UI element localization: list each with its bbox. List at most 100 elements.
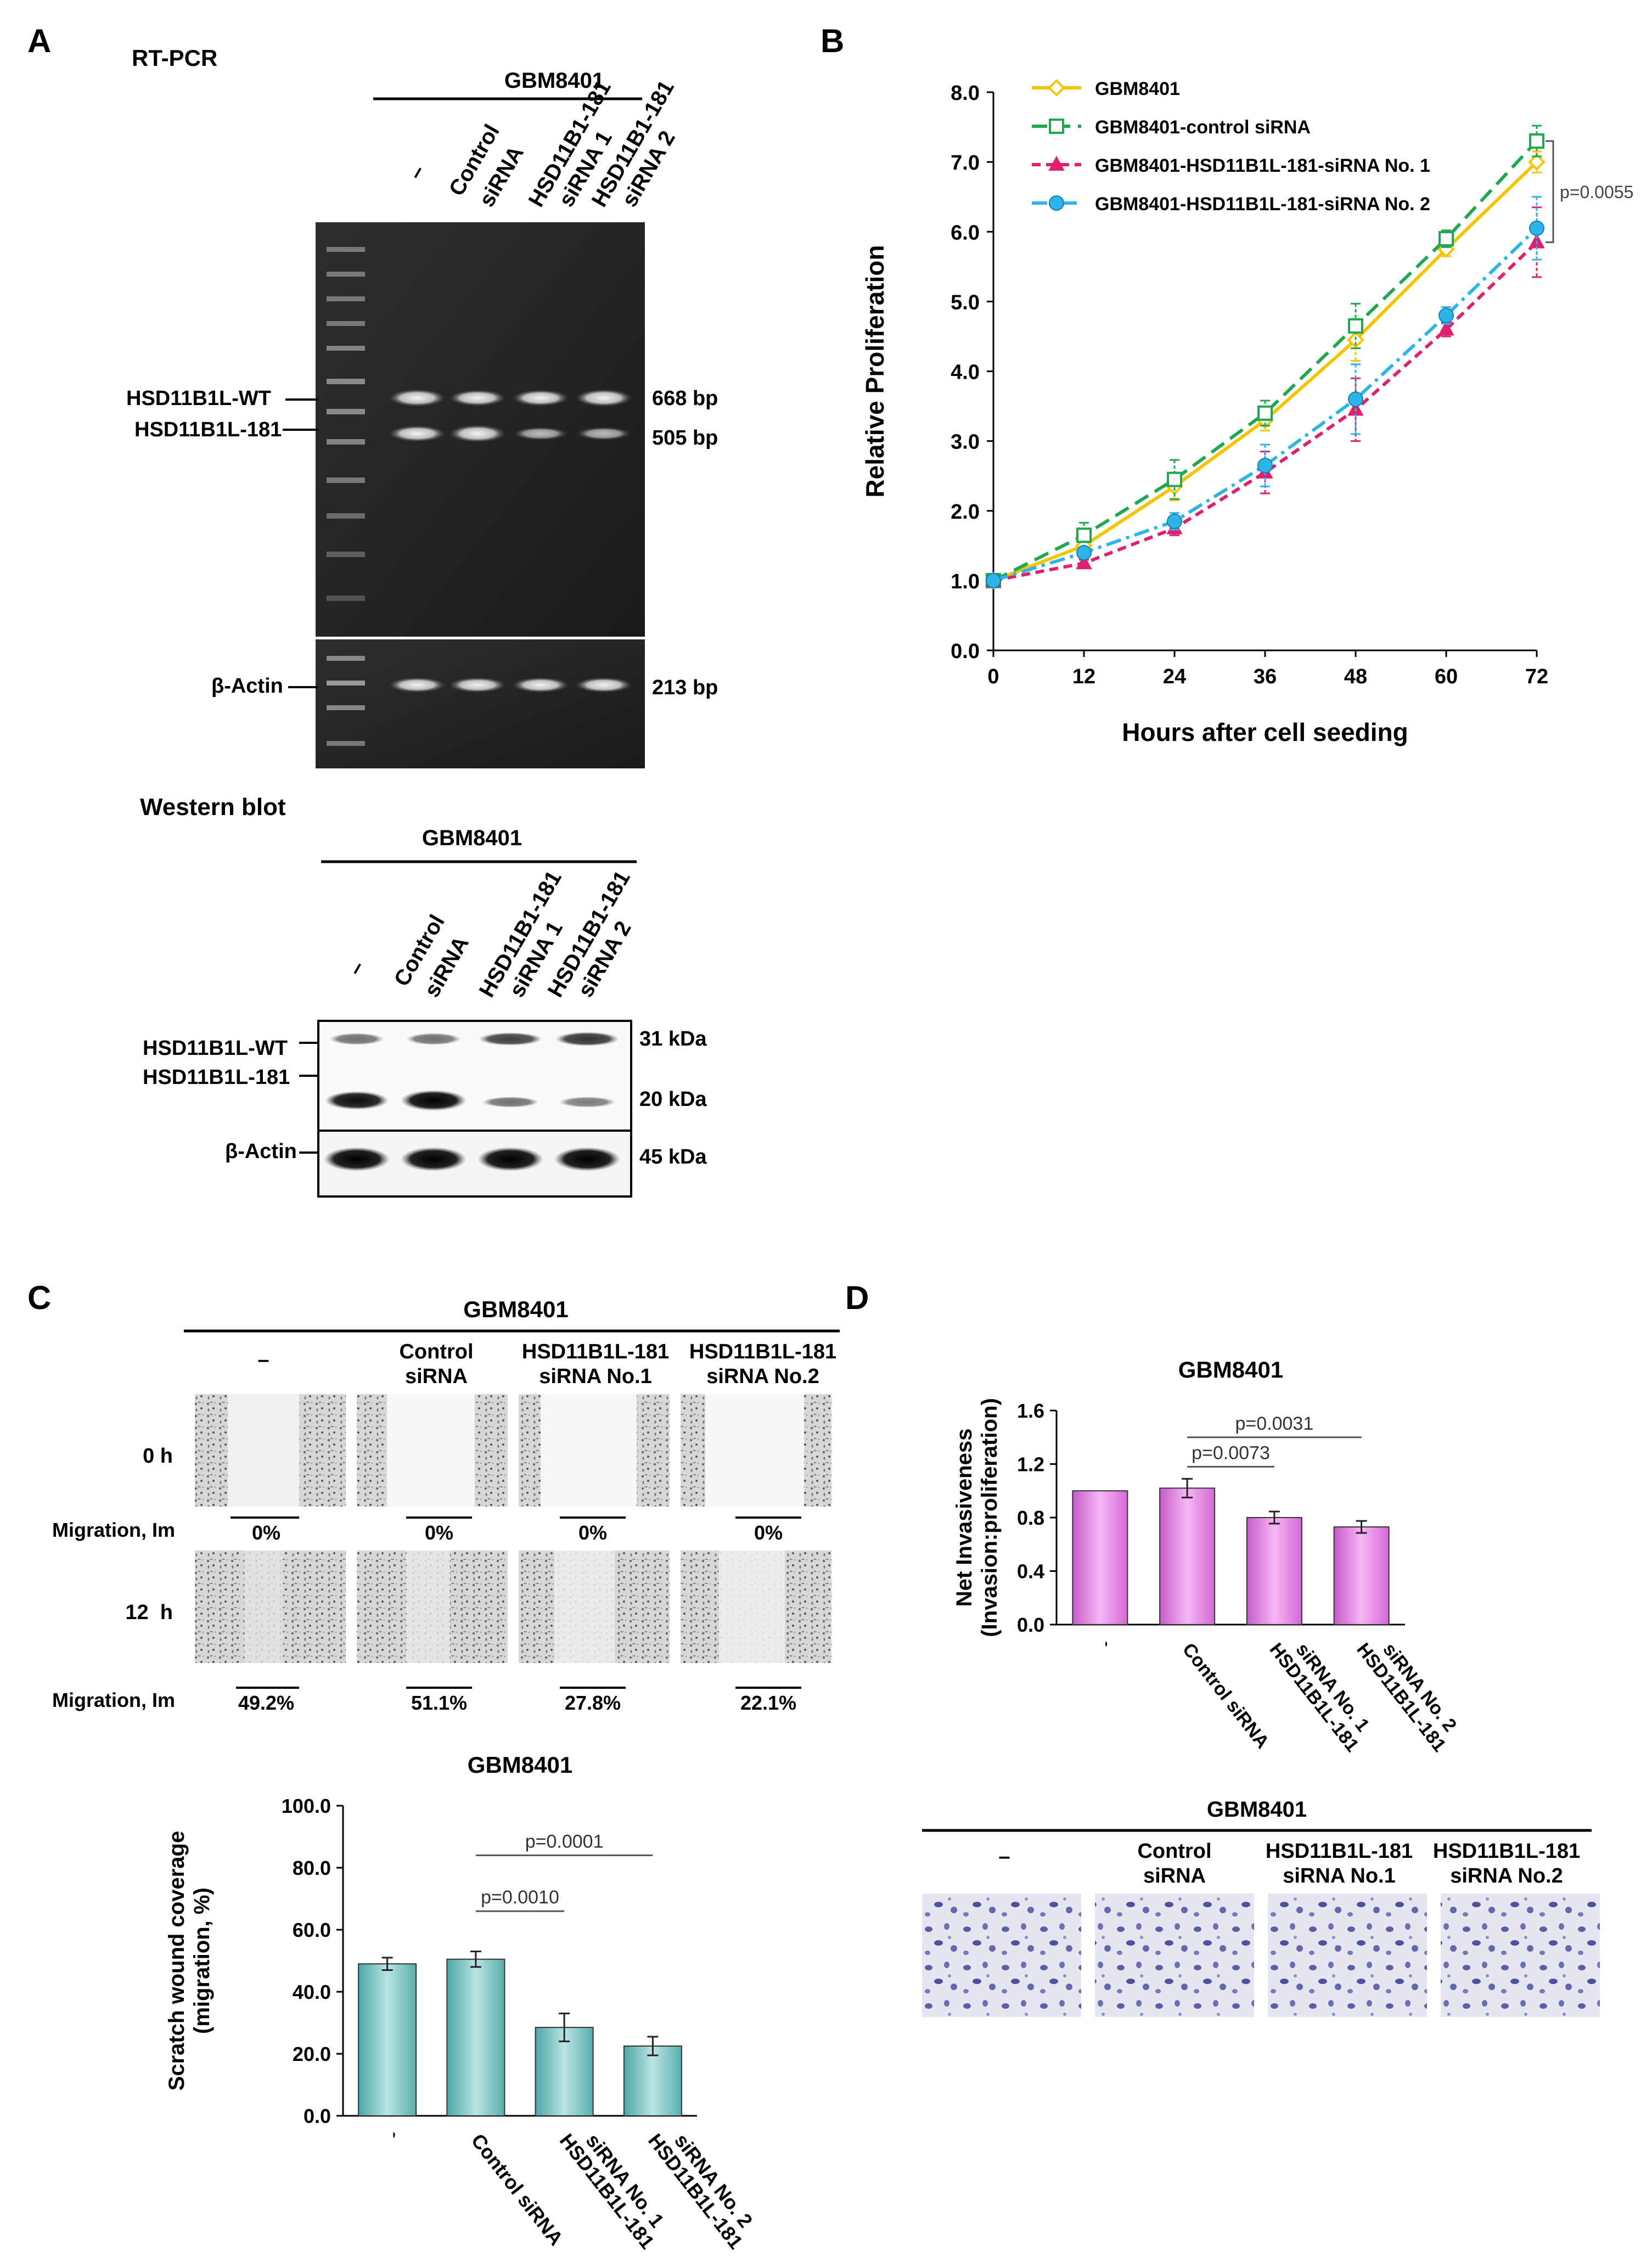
wb-actin-band bbox=[477, 1147, 543, 1171]
rtpcr-actin-band bbox=[512, 677, 569, 693]
x-category-label: Control siRNA bbox=[467, 2130, 568, 2250]
legend-marker bbox=[1049, 119, 1064, 134]
inv-lane-2-l1: Control bbox=[1137, 1840, 1211, 1863]
y-tick-label: 40.0 bbox=[293, 1981, 331, 2003]
rtpcr-lane-1-l1: – bbox=[403, 161, 430, 183]
rtpcr-iso-band bbox=[576, 427, 631, 440]
panel-d-label: D bbox=[845, 1279, 869, 1316]
western-cell-line: GBM8401 bbox=[422, 826, 522, 850]
bar bbox=[358, 1963, 417, 2116]
rtpcr-actin-size: 213 bp bbox=[652, 676, 718, 699]
data-point bbox=[1076, 545, 1092, 561]
wb-actin-band bbox=[324, 1147, 390, 1171]
rtpcr-wt-band bbox=[575, 389, 632, 407]
wb-iso-size: 20 kDa bbox=[639, 1088, 707, 1111]
y-tick-label: 1.6 bbox=[1017, 1400, 1044, 1422]
series-1 bbox=[985, 150, 1546, 589]
inv-lane-2-l2: siRNA bbox=[1143, 1864, 1206, 1887]
rtpcr-cell-line: GBM8401 bbox=[504, 69, 604, 93]
y-tick-label: 20.0 bbox=[293, 2043, 331, 2065]
rtpcr-iso-band bbox=[513, 427, 568, 440]
p-value-label: p=0.0010 bbox=[481, 1887, 559, 1908]
x-tick-label: 36 bbox=[1254, 665, 1277, 688]
bar bbox=[1159, 1487, 1216, 1625]
scratch-lane-2-l2: siRNA bbox=[405, 1365, 468, 1388]
inv-lane-4-l1: HSD11B1L-181 bbox=[1433, 1840, 1580, 1863]
series-3 bbox=[985, 206, 1545, 587]
mig-0h-3: 0% bbox=[578, 1521, 607, 1544]
y-tick-label: 0.0 bbox=[951, 640, 980, 663]
data-point bbox=[986, 572, 1001, 588]
y-tick-label: 4.0 bbox=[951, 361, 980, 384]
y-axis-title-units: (Invasion:proliferation) bbox=[977, 1398, 1002, 1637]
invasion-cell-line: GBM8401 bbox=[1207, 1797, 1307, 1822]
mig-12h-1: 49.2% bbox=[238, 1692, 294, 1714]
migration-label-12h: Migration, Im bbox=[52, 1689, 175, 1711]
y-tick-label: 8.0 bbox=[951, 82, 980, 105]
bar bbox=[446, 1958, 505, 2117]
wb-wt-size: 31 kDa bbox=[639, 1027, 707, 1050]
legend-marker bbox=[1048, 79, 1065, 97]
wb-wt-band bbox=[406, 1033, 461, 1045]
y-tick-label: 60.0 bbox=[293, 1919, 331, 1941]
x-tick-label: 24 bbox=[1163, 665, 1186, 688]
y-tick-label: 1.0 bbox=[951, 570, 980, 593]
rtpcr-wt-label: HSD11B1L-WT bbox=[126, 387, 271, 410]
y-tick-label: 0.4 bbox=[1017, 1560, 1044, 1583]
western-band-labels: HSD11B1L-WT HSD11B1L-181 β-Actin 31 kDa … bbox=[143, 1027, 707, 1168]
rtpcr-actin-label: β-Actin bbox=[211, 675, 283, 698]
x-tick-label: 0 bbox=[987, 665, 999, 688]
y-axis-title: Scratch wound coverage bbox=[165, 1831, 189, 2091]
wb-iso-band bbox=[325, 1091, 389, 1110]
series-2 bbox=[986, 125, 1544, 588]
legend: GBM8401 GBM8401-control siRNA GBM8401-HSD1… bbox=[1032, 78, 1430, 215]
x-category-label: ` bbox=[378, 2130, 400, 2149]
scratch-lane-1: – bbox=[257, 1349, 269, 1372]
x-tick-label: 72 bbox=[1525, 665, 1548, 688]
scratch-lane-4-l2: siRNA No.2 bbox=[706, 1365, 819, 1388]
panel-b-label: B bbox=[821, 23, 844, 59]
y-tick-label: 0.0 bbox=[304, 2105, 331, 2127]
chart-title: GBM8401 bbox=[468, 1752, 572, 1778]
mig-0h-4: 0% bbox=[754, 1521, 783, 1544]
legend-marker bbox=[1048, 155, 1065, 171]
bar bbox=[623, 2045, 682, 2116]
scratch-lane-3-l2: siRNA No.1 bbox=[539, 1365, 652, 1388]
p-value-label: p=0.0031 bbox=[1235, 1413, 1313, 1434]
x-axis-title: Hours after cell seeding bbox=[1122, 718, 1408, 746]
inv-lane-3-l2: siRNA No.1 bbox=[1283, 1864, 1396, 1887]
data-point bbox=[1348, 318, 1363, 334]
wb-wt-band bbox=[555, 1032, 619, 1046]
migration-label-0h: Migration, Im bbox=[52, 1519, 175, 1541]
x-tick-label: 48 bbox=[1344, 665, 1367, 688]
y-axis-title-units: (migration, %) bbox=[190, 1887, 214, 2034]
series-line bbox=[992, 160, 1538, 582]
western-actin-blot bbox=[317, 1130, 632, 1198]
data-point bbox=[1076, 554, 1092, 570]
scratch-lane-labels: – Control siRNA HSD11B1L-181 siRNA No.1 … bbox=[257, 1340, 836, 1388]
y-tick-label: 1.2 bbox=[1017, 1453, 1044, 1476]
legend-label: GBM8401 bbox=[1095, 78, 1180, 99]
legend-marker bbox=[1049, 195, 1064, 211]
legend-label: GBM8401-HSD11B1L-181-siRNA No. 1 bbox=[1095, 155, 1430, 176]
rtpcr-wt-band bbox=[512, 390, 569, 406]
rtpcr-iso-size: 505 bp bbox=[652, 426, 718, 450]
rtpcr-gel bbox=[316, 222, 645, 637]
inv-lane-4-l2: siRNA No.2 bbox=[1450, 1864, 1563, 1887]
y-tick-label: 2.0 bbox=[951, 501, 980, 524]
panel-a-label: A bbox=[27, 23, 51, 59]
data-point bbox=[1528, 153, 1546, 171]
data-point bbox=[1076, 527, 1092, 543]
data-point bbox=[1529, 133, 1544, 149]
western-lane-labels: – Control siRNA HSD11B1-181 siRNA 1 HSD1… bbox=[343, 867, 636, 1001]
y-tick-label: 3.0 bbox=[951, 431, 980, 454]
rtpcr-iso-label: HSD11B1L-181 bbox=[134, 418, 282, 441]
x-tick-label: 12 bbox=[1072, 665, 1095, 688]
data-point bbox=[1257, 405, 1273, 421]
scratch-images-12h bbox=[195, 1550, 831, 1663]
rtpcr-ladder bbox=[327, 247, 365, 601]
data-point bbox=[1167, 471, 1182, 487]
migration-bar-chart: GBM8401 0.0 20.0 40.0 60.0 80.0 100.0 Scratch w… bbox=[165, 1752, 757, 2253]
data-point bbox=[1348, 391, 1363, 407]
y-tick-label: 6.0 bbox=[951, 221, 980, 244]
